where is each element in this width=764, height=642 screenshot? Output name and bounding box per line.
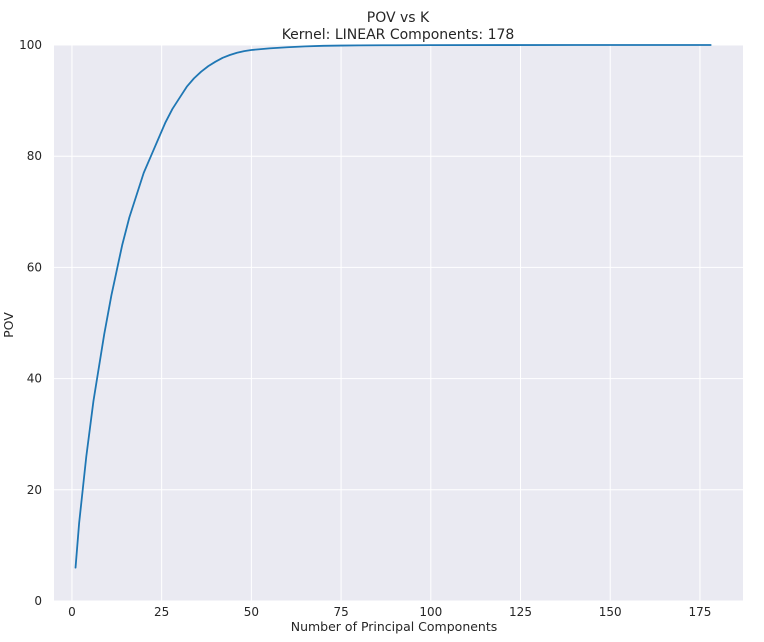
chart-subtitle: Kernel: LINEAR Components: 178 <box>282 27 515 43</box>
x-tick-label: 150 <box>599 605 622 619</box>
series-line-pov <box>74 44 712 569</box>
y-axis-label: POV <box>1 312 16 338</box>
x-tick-label: 25 <box>154 605 169 619</box>
y-tick-label: 0 <box>34 594 42 608</box>
y-tick-label: 20 <box>27 483 42 497</box>
y-tick-label: 40 <box>27 372 42 386</box>
y-tick-label: 60 <box>27 260 42 274</box>
y-tick-label: 100 <box>19 38 42 52</box>
x-tick-label: 0 <box>68 605 76 619</box>
x-tick-label: 175 <box>688 605 711 619</box>
tick-labels: 0 25 50 75 100 125 150 175 0 20 40 60 80 100 <box>19 38 711 619</box>
x-tick-label: 100 <box>419 605 442 619</box>
x-tick-label: 50 <box>244 605 259 619</box>
data-series <box>74 44 712 569</box>
chart-title: POV vs K <box>367 10 430 26</box>
x-tick-label: 75 <box>333 605 348 619</box>
y-tick-label: 80 <box>27 149 42 163</box>
x-tick-label: 125 <box>509 605 532 619</box>
plot-background <box>54 45 743 601</box>
x-axis-label: Number of Principal Components <box>291 619 498 634</box>
